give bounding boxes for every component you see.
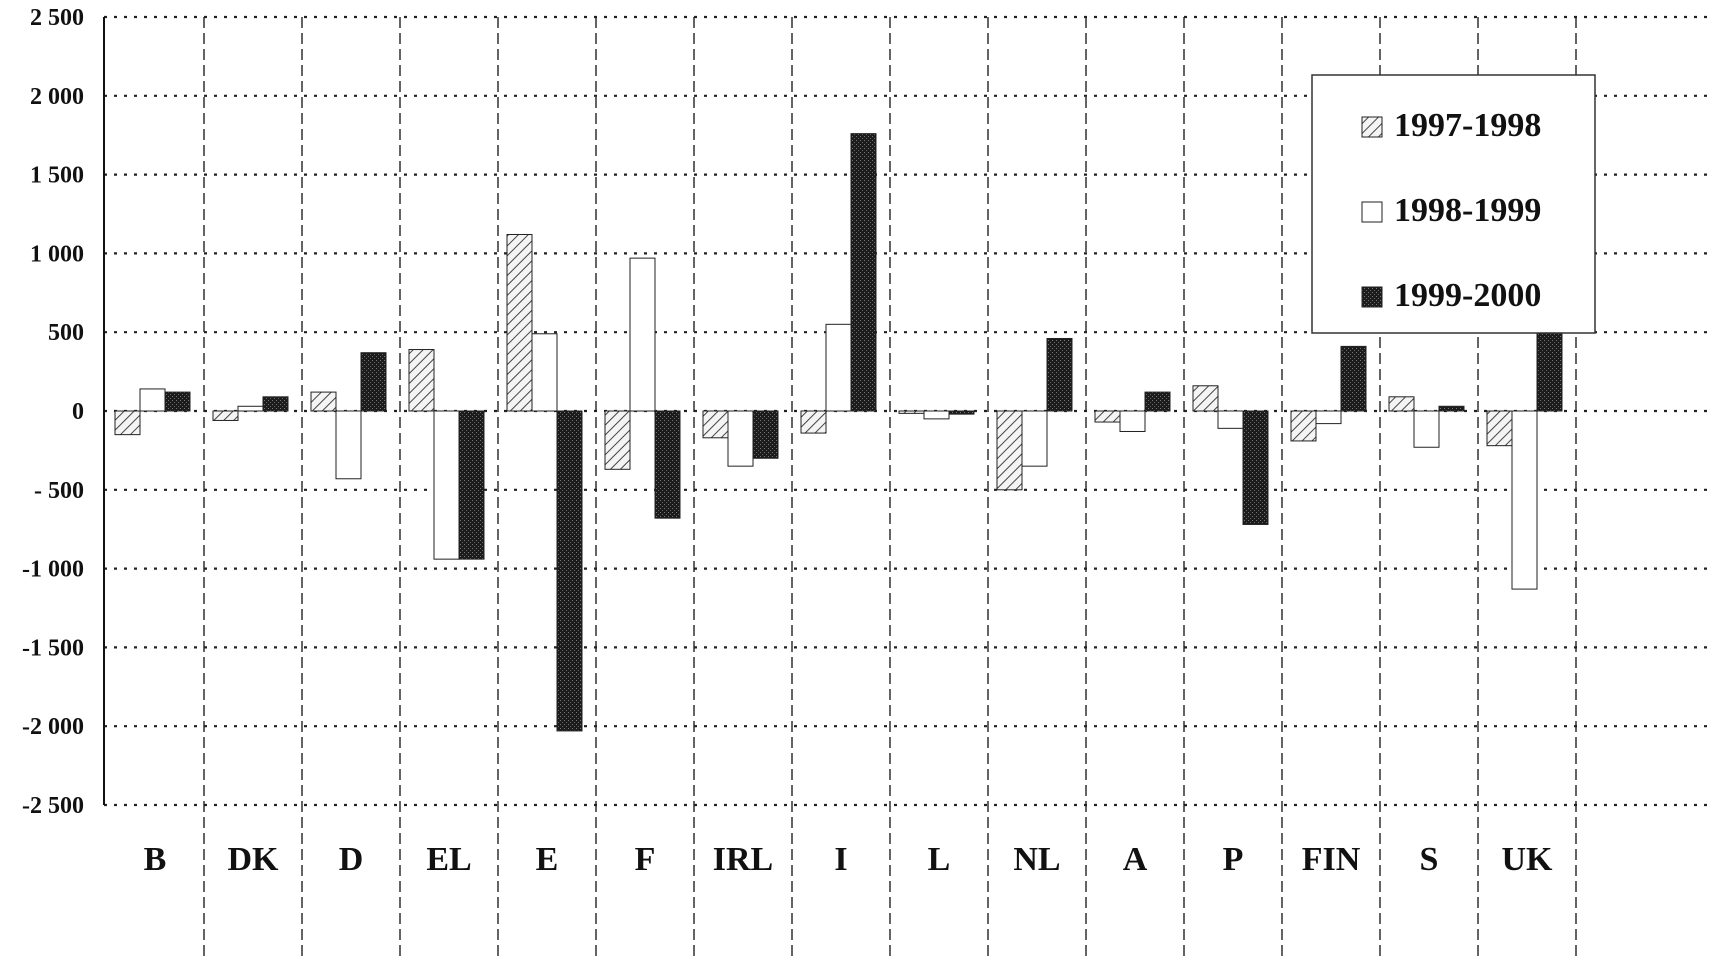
bar-i-1998-1999 xyxy=(825,323,852,412)
bar-b-1998-1999 xyxy=(139,388,166,412)
bar-l-1999-2000 xyxy=(948,410,975,415)
tick-labels: 2 500 2 000 1 500 1 000 500 0 - 500 -1 000 -1 50… xyxy=(22,5,1553,878)
y-tick-label: -1 000 xyxy=(22,557,84,583)
bar-irl-1997-1998 xyxy=(702,410,729,439)
category-label: IRL xyxy=(713,841,773,878)
bar-el-1999-2000 xyxy=(458,410,485,560)
bar-i-1997-1998 xyxy=(800,410,827,434)
category-label: E xyxy=(536,841,559,878)
bar-a-1999-2000 xyxy=(1144,391,1171,412)
bar-f-1997-1998 xyxy=(604,410,631,470)
legend-swatch xyxy=(1361,286,1383,308)
y-tick-label: 2 500 xyxy=(30,5,84,31)
bar-e-1998-1999 xyxy=(531,333,558,412)
bar-s-1999-2000 xyxy=(1438,405,1465,412)
category-label: B xyxy=(144,841,167,878)
bar-dk-1999-2000 xyxy=(262,396,289,412)
legend-swatch xyxy=(1361,201,1383,223)
y-tick-label: -2 500 xyxy=(22,793,84,819)
bar-uk-1997-1998 xyxy=(1486,410,1513,447)
bar-irl-1999-2000 xyxy=(752,410,779,459)
legend-label: 1997-1998 xyxy=(1394,107,1541,144)
category-label: FIN xyxy=(1302,841,1361,878)
bar-nl-1997-1998 xyxy=(996,410,1023,491)
bar-irl-1998-1999 xyxy=(727,410,754,467)
bar-p-1998-1999 xyxy=(1217,410,1244,429)
bar-e-1999-2000 xyxy=(556,410,583,732)
bar-a-1997-1998 xyxy=(1094,410,1121,423)
category-label: F xyxy=(635,841,656,878)
y-tick-label: 2 000 xyxy=(30,84,84,110)
bar-i-1999-2000 xyxy=(850,133,877,412)
bar-s-1997-1998 xyxy=(1388,396,1415,412)
legend: 1997-1998 1998-1999 1999-2000 xyxy=(1311,74,1596,334)
bar-b-1999-2000 xyxy=(164,391,191,412)
bar-l-1997-1998 xyxy=(898,410,925,414)
bar-e-1997-1998 xyxy=(506,233,533,412)
y-tick-label: 0 xyxy=(72,399,84,425)
legend-box xyxy=(1311,74,1596,334)
bar-el-1997-1998 xyxy=(408,349,435,412)
bar-d-1999-2000 xyxy=(360,352,387,412)
category-label: I xyxy=(834,841,847,878)
y-tick-label: 1 000 xyxy=(30,241,84,267)
bar-el-1998-1999 xyxy=(433,410,460,560)
y-tick-label: -2 000 xyxy=(22,714,84,740)
bar-fin-1997-1998 xyxy=(1290,410,1317,442)
category-label: D xyxy=(339,841,364,878)
y-tick-label: -1 500 xyxy=(22,635,84,661)
category-label: NL xyxy=(1013,841,1060,878)
bar-p-1997-1998 xyxy=(1192,385,1219,412)
bar-fin-1999-2000 xyxy=(1340,345,1367,412)
legend-label: 1998-1999 xyxy=(1394,192,1541,229)
bar-s-1998-1999 xyxy=(1413,410,1440,448)
bar-a-1998-1999 xyxy=(1119,410,1146,432)
bar-uk-1998-1999 xyxy=(1511,410,1538,590)
category-label: A xyxy=(1123,841,1148,878)
legend-label: 1999-2000 xyxy=(1394,277,1541,314)
bar-f-1998-1999 xyxy=(629,257,656,412)
category-label: EL xyxy=(426,841,471,878)
bar-l-1998-1999 xyxy=(923,410,950,420)
bar-nl-1998-1999 xyxy=(1021,410,1048,467)
bar-b-1997-1998 xyxy=(114,410,141,436)
bar-dk-1997-1998 xyxy=(212,410,239,421)
bar-nl-1999-2000 xyxy=(1046,338,1073,412)
bar-fin-1998-1999 xyxy=(1315,410,1342,425)
category-label: S xyxy=(1420,841,1439,878)
category-label: DK xyxy=(228,841,280,878)
y-tick-label: 1 500 xyxy=(30,163,84,189)
bar-f-1999-2000 xyxy=(654,410,681,519)
category-label: UK xyxy=(1502,841,1554,878)
bar-p-1999-2000 xyxy=(1242,410,1269,525)
legend-swatch xyxy=(1361,116,1383,138)
category-label: P xyxy=(1223,841,1244,878)
bar-d-1998-1999 xyxy=(335,410,362,480)
y-tick-label: 500 xyxy=(48,320,84,346)
bar-d-1997-1998 xyxy=(310,391,337,412)
y-tick-label: - 500 xyxy=(34,478,84,504)
grid xyxy=(104,15,1708,958)
category-label: L xyxy=(928,841,951,878)
bar-dk-1998-1999 xyxy=(237,405,264,412)
